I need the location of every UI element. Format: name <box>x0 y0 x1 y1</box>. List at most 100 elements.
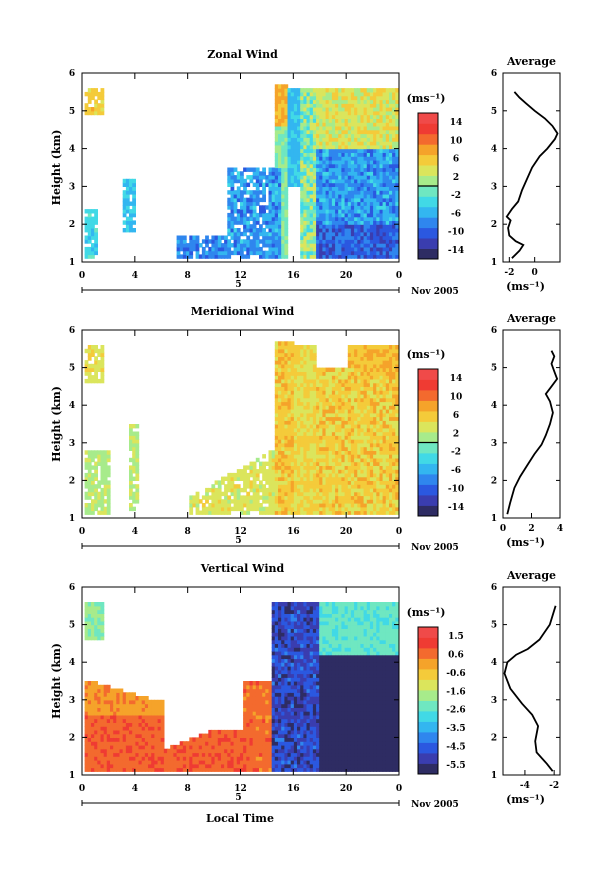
heatmap-cell <box>94 465 98 470</box>
heatmap-cell <box>369 243 374 248</box>
heatmap-cell <box>268 239 273 244</box>
heatmap-cell <box>287 469 292 474</box>
heatmap-cell <box>385 371 390 376</box>
heatmap-cell <box>217 506 222 512</box>
x-tick-label: 20 <box>340 271 353 281</box>
heatmap-cell <box>373 231 377 237</box>
heatmap-cell <box>363 510 368 515</box>
heatmap-cell <box>341 393 346 399</box>
heatmap-cell <box>217 487 222 493</box>
heatmap-cell <box>284 95 289 101</box>
heatmap-cell <box>309 216 314 221</box>
heatmap-cell <box>119 733 124 738</box>
heatmap-cell <box>278 420 282 425</box>
heatmap-cell <box>84 209 89 214</box>
heatmap-cell <box>303 167 308 172</box>
heatmap-cell <box>312 446 317 451</box>
heatmap-cell <box>303 175 308 180</box>
heatmap-cell <box>240 220 244 225</box>
heatmap-cell <box>366 484 371 489</box>
heatmap-cell <box>338 378 342 384</box>
profile-line <box>506 350 559 515</box>
heatmap-cell <box>300 476 304 481</box>
heatmap-cell <box>265 491 270 497</box>
heatmap-cell <box>357 194 362 199</box>
heatmap-cell <box>328 495 333 500</box>
heatmap-cell <box>236 495 241 500</box>
heatmap-cell <box>303 228 308 233</box>
heatmap-cell <box>354 141 358 146</box>
heatmap-cell <box>303 412 308 418</box>
heatmap-cell <box>389 506 393 512</box>
heatmap-cell <box>287 491 292 497</box>
heatmap-cell <box>363 405 368 410</box>
heatmap-cell <box>300 163 304 169</box>
heatmap-cell <box>224 491 228 497</box>
heatmap-cell <box>271 461 276 466</box>
heatmap-cell <box>316 197 320 203</box>
heatmap-cell <box>325 375 330 380</box>
heatmap-cell <box>319 367 323 372</box>
heatmap-cell <box>360 390 365 395</box>
heatmap-cell <box>287 178 292 184</box>
heatmap-cell <box>331 201 336 206</box>
heatmap-cell <box>369 107 374 112</box>
heatmap-cell <box>293 484 298 489</box>
heatmap-cell <box>379 209 384 214</box>
heatmap-cell <box>360 197 365 203</box>
heatmap-cell <box>268 454 273 459</box>
heatmap-cell <box>274 167 279 172</box>
heatmap-cell <box>341 503 346 508</box>
heatmap-cell <box>278 416 282 421</box>
heatmap-cell <box>341 371 346 376</box>
heatmap-cell <box>230 476 235 481</box>
heatmap-cell <box>205 491 209 497</box>
heatmap-cell <box>385 209 390 214</box>
heatmap-cell <box>379 201 384 206</box>
heatmap-cell <box>303 495 308 500</box>
heatmap-cell <box>306 450 311 455</box>
heatmap-cell <box>94 239 98 244</box>
heatmap-cell <box>84 763 89 769</box>
heatmap-cell <box>347 495 352 500</box>
heatmap-cell <box>91 632 95 637</box>
heatmap-cell <box>300 148 304 153</box>
heatmap-cell <box>240 254 244 259</box>
heatmap-cell <box>366 416 371 421</box>
heatmap-cell <box>354 461 358 466</box>
heatmap-cell <box>331 487 336 493</box>
heatmap-cell <box>100 684 105 690</box>
heatmap-cell <box>369 390 374 395</box>
heatmap-cell <box>316 194 320 199</box>
heatmap-cell <box>385 390 390 395</box>
heatmap-cell <box>338 88 342 93</box>
heatmap-cell <box>354 205 358 210</box>
heatmap-cell <box>91 375 95 380</box>
heatmap-cell <box>366 412 371 418</box>
heatmap-cell <box>287 472 292 478</box>
heatmap-cell <box>347 186 352 191</box>
heatmap-cell <box>303 476 308 481</box>
heatmap-cell <box>303 371 308 376</box>
heatmap-cell <box>331 446 336 451</box>
heatmap-cell <box>246 506 251 512</box>
heatmap-cell <box>376 469 381 474</box>
heatmap-cell <box>322 397 327 403</box>
heatmap-cell <box>87 454 92 459</box>
heatmap-cell <box>274 348 279 354</box>
heatmap-cell <box>249 461 254 466</box>
heatmap-cell <box>265 235 270 240</box>
heatmap-cell <box>281 454 285 459</box>
heatmap-cell <box>129 431 133 436</box>
heatmap-cell <box>240 469 244 474</box>
heatmap-cell <box>262 194 266 199</box>
heatmap-cell <box>110 688 114 693</box>
heatmap-cell <box>379 212 384 218</box>
heatmap-cell <box>233 472 238 478</box>
heatmap-cell <box>303 235 308 240</box>
heatmap-cell <box>309 506 314 512</box>
heatmap-cell <box>331 194 336 199</box>
heatmap-cell <box>369 167 374 172</box>
heatmap-cell <box>240 506 244 512</box>
heatmap-cell <box>325 152 330 157</box>
